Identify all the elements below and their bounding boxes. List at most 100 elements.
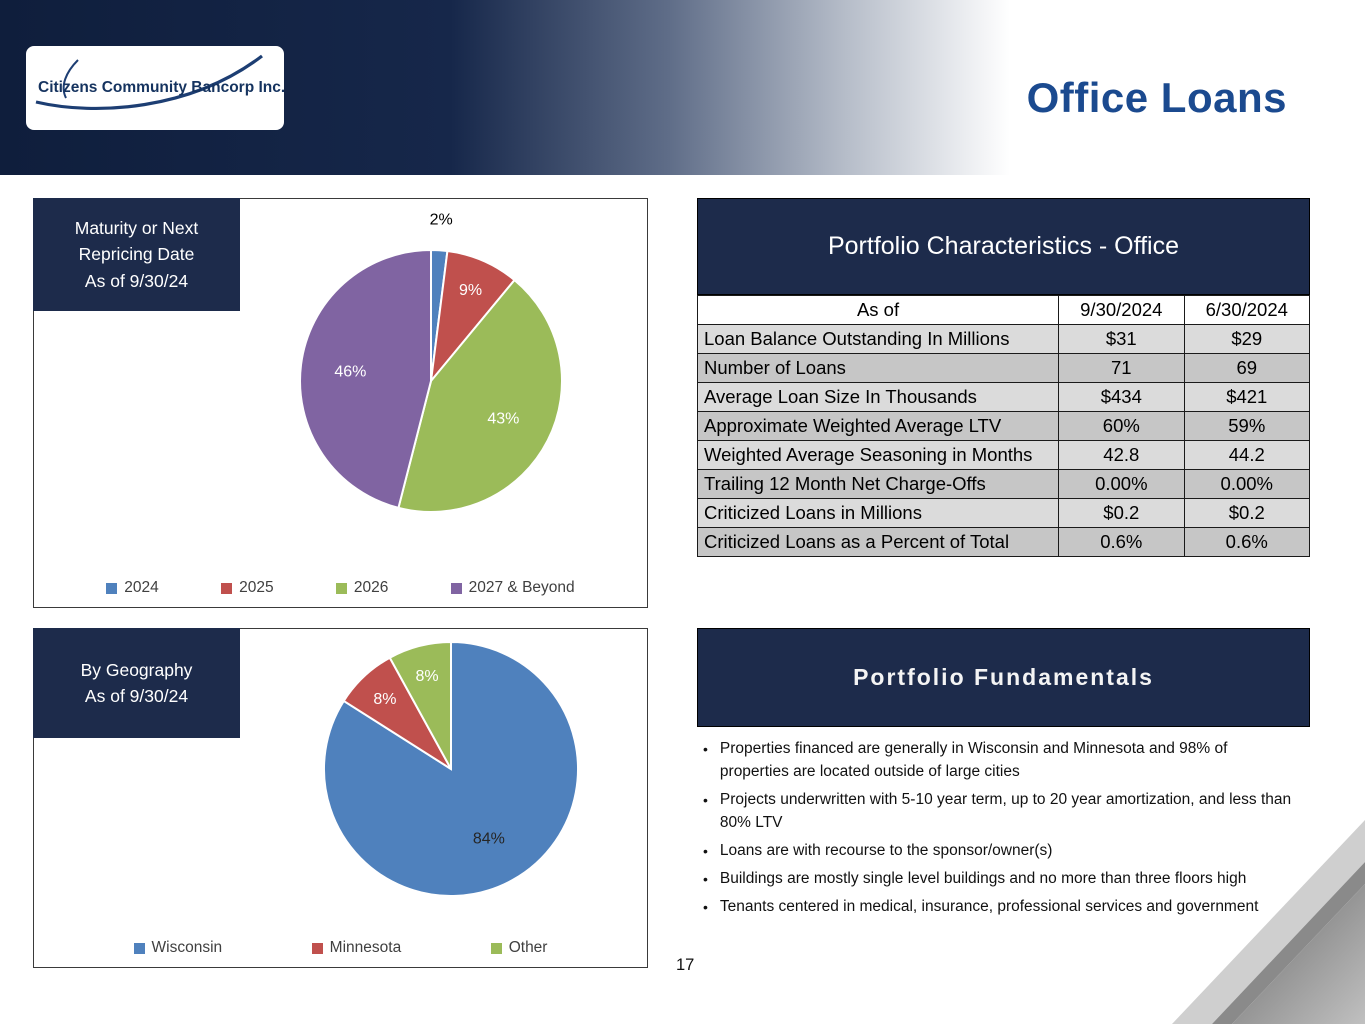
row-value: 42.8 bbox=[1058, 440, 1185, 470]
bullet-dot-icon: • bbox=[703, 898, 708, 915]
row-value: $31 bbox=[1058, 324, 1185, 354]
pie-data-label: 2% bbox=[430, 211, 453, 228]
legend-label: 2027 & Beyond bbox=[468, 579, 575, 596]
pie-slice-other bbox=[388, 640, 452, 770]
legend-item: 2024 bbox=[106, 579, 159, 597]
table-row: Loan Balance Outstanding In Millions $31 $… bbox=[696, 324, 1311, 354]
maturity-panel-title: Maturity or Next Repricing Date As of 9/… bbox=[33, 198, 240, 311]
row-value: 60% bbox=[1058, 411, 1185, 441]
legend-swatch-icon bbox=[450, 582, 462, 594]
legend-swatch-icon bbox=[221, 582, 233, 594]
row-value: $434 bbox=[1058, 382, 1185, 412]
fundamentals-header: Portfolio Fundamentals bbox=[697, 628, 1310, 727]
pie-data-label: 8% bbox=[373, 691, 396, 708]
row-label: Criticized Loans in Millions bbox=[696, 498, 1060, 528]
row-value: 71 bbox=[1058, 353, 1185, 383]
pie-data-label: 84% bbox=[473, 831, 505, 848]
row-label: Criticized Loans as a Percent of Total bbox=[696, 527, 1060, 557]
maturity-chart-panel: Maturity or Next Repricing Date As of 9/… bbox=[33, 198, 648, 608]
pie-data-label: 43% bbox=[487, 410, 519, 427]
legend-label: Other bbox=[508, 939, 548, 956]
bullet-text: Tenants centered in medical, insurance, … bbox=[719, 897, 1259, 915]
pie-slice-2026 bbox=[397, 278, 563, 513]
row-label: Number of Loans bbox=[696, 353, 1060, 383]
table-col-header: 9/30/2024 bbox=[1058, 295, 1185, 325]
row-label: Weighted Average Seasoning in Months bbox=[696, 440, 1060, 470]
row-label: Average Loan Size In Thousands bbox=[696, 382, 1060, 412]
legend-item: Wisconsin bbox=[133, 939, 223, 957]
row-value: 59% bbox=[1183, 411, 1311, 441]
pie-data-label: 46% bbox=[334, 363, 366, 380]
table-col-header: 6/30/2024 bbox=[1183, 295, 1311, 325]
characteristics-table: As of 9/30/2024 6/30/2024 Loan Balance Outs… bbox=[696, 295, 1311, 557]
bullet-item: • Loans are with recourse to the sponsor/… bbox=[703, 840, 1295, 863]
logo-swoosh-icon: Citizens Community Bancorp Inc. bbox=[35, 54, 285, 111]
row-value: 0.00% bbox=[1183, 469, 1311, 499]
geography-panel-title: By Geography As of 9/30/24 bbox=[33, 628, 240, 738]
legend-item: Other bbox=[490, 939, 548, 957]
company-logo: Citizens Community Bancorp Inc. bbox=[26, 46, 285, 130]
bullet-text: Loans are with recourse to the sponsor/o… bbox=[719, 841, 1053, 859]
row-value: 0.00% bbox=[1058, 469, 1185, 499]
legend-swatch-icon bbox=[106, 582, 118, 594]
bullet-item: • Properties financed are generally in Wi… bbox=[703, 738, 1295, 784]
row-value: $29 bbox=[1183, 324, 1311, 354]
bullet-text: Properties financed are generally in Wis… bbox=[719, 740, 1228, 780]
row-value: 0.6% bbox=[1058, 527, 1185, 557]
table-row: Weighted Average Seasoning in Months 42.8… bbox=[696, 440, 1311, 470]
legend-swatch-icon bbox=[335, 582, 347, 594]
table-row: Trailing 12 Month Net Charge-Offs 0.00% 0.… bbox=[696, 469, 1311, 499]
table-row: Average Loan Size In Thousands $434 $421 bbox=[696, 382, 1311, 412]
characteristics-header: Portfolio Characteristics - Office bbox=[697, 198, 1310, 295]
legend-label: 2024 bbox=[124, 579, 159, 596]
pie-data-label: 9% bbox=[459, 282, 482, 299]
pie-data-label: 8% bbox=[415, 668, 438, 685]
row-value: 0.6% bbox=[1183, 527, 1311, 557]
table-row: Criticized Loans as a Percent of Total 0.… bbox=[696, 527, 1311, 557]
maturity-legend: 2024 2025 2026 2027 & Beyond bbox=[44, 579, 637, 597]
bullet-text: Projects underwritten with 5-10 year ter… bbox=[719, 790, 1292, 831]
bullet-dot-icon: • bbox=[703, 741, 708, 757]
geography-chart-panel: By Geography As of 9/30/24 84% 8% 8% Wisco… bbox=[33, 628, 648, 968]
row-value: 44.2 bbox=[1183, 440, 1311, 470]
legend-label: Wisconsin bbox=[151, 939, 223, 956]
pie-slice-2027-beyond bbox=[299, 248, 432, 510]
row-label: Approximate Weighted Average LTV bbox=[696, 411, 1060, 441]
fundamentals-bullet-list: • Properties financed are generally in Wi… bbox=[703, 738, 1295, 924]
legend-item: 2027 & Beyond bbox=[450, 579, 575, 597]
legend-swatch-icon bbox=[133, 942, 145, 954]
table-header-row: As of 9/30/2024 6/30/2024 bbox=[696, 295, 1311, 325]
logo-text: Citizens Community Bancorp Inc. bbox=[38, 79, 284, 96]
table-row: Criticized Loans in Millions $0.2 $0.2 bbox=[696, 498, 1311, 528]
table-row: Number of Loans 71 69 bbox=[696, 353, 1311, 383]
table-col-header: As of bbox=[696, 295, 1060, 325]
table-row: Approximate Weighted Average LTV 60% 59% bbox=[696, 411, 1311, 441]
header-band: Citizens Community Bancorp Inc. bbox=[0, 0, 1365, 175]
legend-swatch-icon bbox=[311, 942, 323, 954]
legend-label: 2025 bbox=[239, 579, 274, 596]
row-value: $0.2 bbox=[1183, 498, 1311, 528]
bullet-dot-icon: • bbox=[703, 842, 708, 859]
row-value: $421 bbox=[1183, 382, 1311, 412]
row-label: Loan Balance Outstanding In Millions bbox=[696, 324, 1060, 354]
maturity-pie-chart: 2% 9% 43% 46% bbox=[299, 211, 563, 513]
bullet-dot-icon: • bbox=[703, 791, 708, 808]
legend-label: Minnesota bbox=[329, 939, 402, 956]
bullet-text: Buildings are mostly single level buildi… bbox=[719, 869, 1247, 887]
bullet-item: • Buildings are mostly single level build… bbox=[703, 868, 1295, 891]
legend-item: 2026 bbox=[335, 579, 389, 597]
page-number: 17 bbox=[676, 956, 695, 974]
legend-item: 2025 bbox=[221, 579, 274, 597]
row-value: $0.2 bbox=[1058, 498, 1185, 528]
geography-legend: Wisconsin Minnesota Other bbox=[44, 939, 637, 957]
row-value: 69 bbox=[1183, 353, 1311, 383]
row-label: Trailing 12 Month Net Charge-Offs bbox=[696, 469, 1060, 499]
bullet-item: • Projects underwritten with 5-10 year te… bbox=[703, 789, 1295, 835]
legend-label: 2026 bbox=[353, 579, 389, 596]
bullet-item: • Tenants centered in medical, insurance,… bbox=[703, 896, 1295, 919]
legend-swatch-icon bbox=[490, 942, 502, 954]
legend-item: Minnesota bbox=[311, 939, 402, 957]
page-title: Office Loans bbox=[1026, 74, 1287, 121]
geography-pie-chart: 84% 8% 8% bbox=[323, 640, 579, 897]
